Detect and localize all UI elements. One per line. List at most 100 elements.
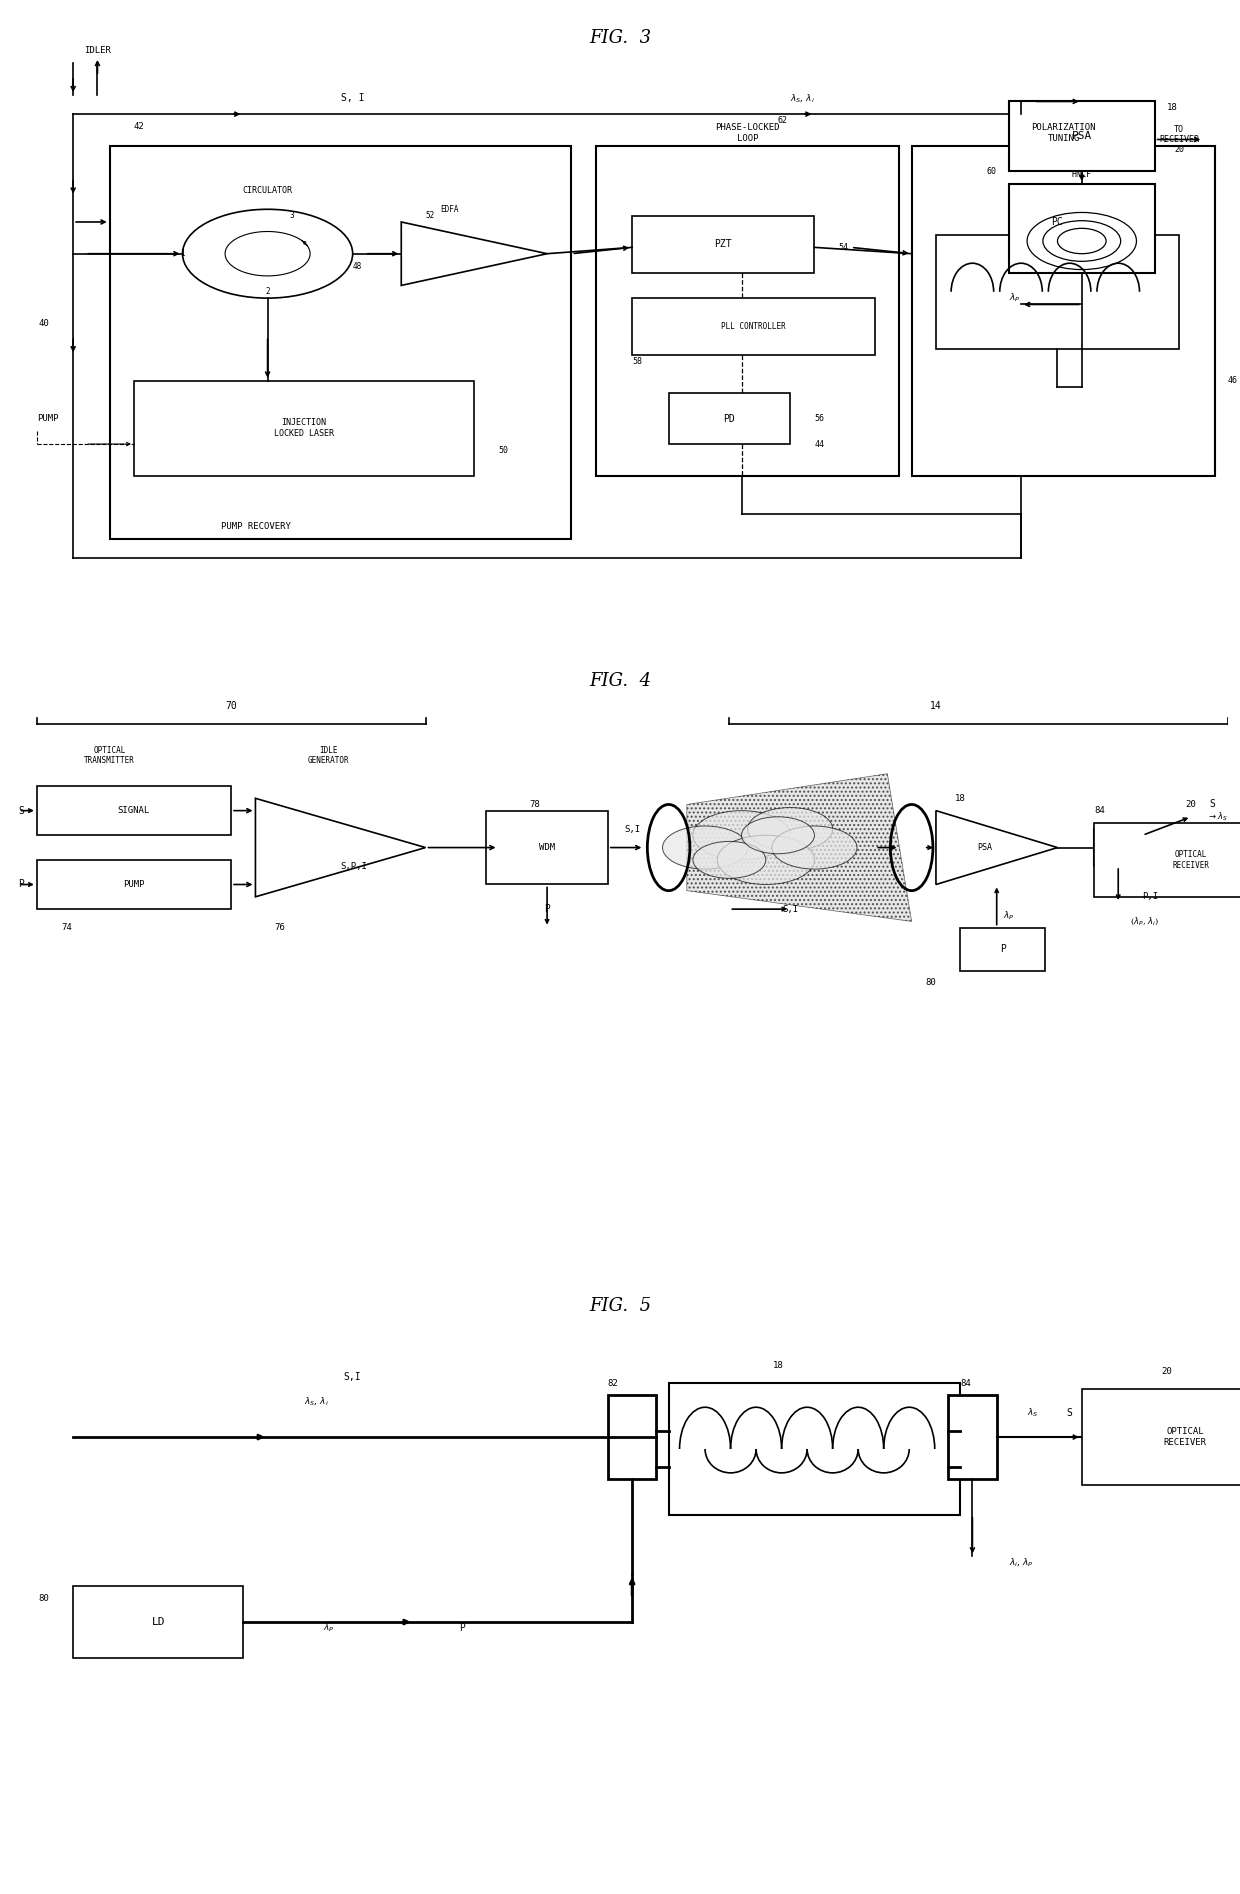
Text: 18: 18: [773, 1362, 784, 1369]
Circle shape: [771, 826, 857, 869]
Text: S,I: S,I: [624, 824, 640, 833]
Text: 40: 40: [38, 318, 48, 328]
Text: INJECTION
LOCKED LASER: INJECTION LOCKED LASER: [274, 419, 334, 438]
Bar: [949, 1396, 997, 1479]
Text: P,I: P,I: [1142, 892, 1158, 902]
Text: 70: 70: [226, 701, 237, 710]
Bar: [37, 786, 231, 835]
Text: 80: 80: [925, 979, 936, 987]
Circle shape: [742, 816, 815, 854]
Text: FIG.  5: FIG. 5: [589, 1297, 651, 1314]
Text: $\lambda_P$: $\lambda_P$: [1003, 909, 1014, 922]
Text: PUMP: PUMP: [123, 881, 145, 888]
Bar: [109, 146, 572, 540]
Text: $\lambda_P$: $\lambda_P$: [1009, 292, 1021, 305]
Text: 42: 42: [134, 123, 145, 131]
Text: 14: 14: [930, 701, 942, 710]
Polygon shape: [687, 773, 911, 920]
Bar: [911, 146, 1215, 475]
Text: POLARIZATION
TUNING: POLARIZATION TUNING: [1032, 123, 1096, 142]
Text: PUMP RECOVERY: PUMP RECOVERY: [221, 523, 290, 530]
Bar: [632, 297, 875, 356]
Text: 18: 18: [1167, 104, 1178, 112]
Text: P: P: [999, 943, 1006, 955]
Text: 76: 76: [274, 922, 285, 932]
Text: 62: 62: [777, 116, 787, 125]
Text: P: P: [19, 879, 25, 890]
Text: 18: 18: [955, 794, 966, 803]
Text: 58: 58: [632, 358, 642, 366]
Text: 82: 82: [608, 1379, 619, 1388]
Text: 84: 84: [1094, 807, 1105, 814]
Text: IDLER: IDLER: [84, 45, 110, 55]
Text: TO
RECEIVER
20: TO RECEIVER 20: [1159, 125, 1199, 155]
Text: 20: 20: [1162, 1367, 1172, 1375]
Text: WDM: WDM: [539, 843, 556, 852]
Bar: [960, 928, 1045, 970]
Bar: [73, 1587, 243, 1657]
Text: 60: 60: [987, 167, 997, 176]
Circle shape: [693, 811, 790, 860]
Text: S,I: S,I: [343, 1373, 362, 1383]
Text: 74: 74: [61, 922, 72, 932]
Text: EDFA: EDFA: [440, 205, 459, 214]
Bar: [632, 216, 815, 273]
Text: PSA: PSA: [977, 843, 992, 852]
Text: $\lambda_S$: $\lambda_S$: [1028, 1407, 1039, 1419]
Bar: [936, 235, 1179, 348]
Bar: [595, 146, 899, 475]
Text: SIGNAL: SIGNAL: [118, 807, 150, 814]
Bar: [608, 1396, 656, 1479]
Text: $\rightarrow\lambda_S$: $\rightarrow\lambda_S$: [1207, 811, 1228, 824]
Bar: [668, 1383, 960, 1515]
Bar: [486, 811, 608, 884]
Text: PUMP: PUMP: [37, 415, 58, 422]
Text: 56: 56: [815, 415, 825, 422]
Text: S: S: [1209, 799, 1215, 809]
Text: 3: 3: [290, 210, 294, 220]
Text: PHASE-LOCKED
LOOP: PHASE-LOCKED LOOP: [715, 123, 780, 142]
Text: 48: 48: [352, 261, 362, 271]
Bar: [1081, 1390, 1240, 1485]
Text: 2: 2: [265, 288, 270, 295]
Text: S,P,I: S,P,I: [341, 862, 367, 871]
Bar: [1094, 822, 1240, 896]
Text: $\lambda_S$, $\lambda_i$: $\lambda_S$, $\lambda_i$: [304, 1396, 329, 1407]
Text: 50: 50: [498, 445, 508, 455]
Text: 54: 54: [838, 242, 848, 252]
Text: 44: 44: [815, 439, 825, 449]
Text: 46: 46: [1228, 377, 1238, 384]
Text: 20: 20: [1185, 799, 1197, 809]
Text: PSA: PSA: [1071, 131, 1092, 142]
Text: PZT: PZT: [714, 239, 732, 250]
Text: FIG.  4: FIG. 4: [589, 672, 651, 691]
Text: CIRCULATOR: CIRCULATOR: [243, 186, 293, 195]
Text: 52: 52: [425, 210, 435, 220]
Bar: [134, 381, 474, 475]
Text: PC: PC: [1052, 218, 1064, 227]
Text: $\lambda_S$, $\lambda_i$: $\lambda_S$, $\lambda_i$: [790, 93, 815, 104]
Text: S,I: S,I: [782, 905, 799, 913]
Text: $\lambda_P$: $\lambda_P$: [322, 1621, 334, 1635]
Text: 84: 84: [960, 1379, 971, 1388]
Bar: [1009, 102, 1154, 170]
Text: PD: PD: [723, 413, 735, 424]
Text: S, I: S, I: [341, 93, 365, 104]
Text: OPTICAL
TRANSMITTER: OPTICAL TRANSMITTER: [84, 746, 135, 765]
Text: FIG.  3: FIG. 3: [589, 28, 651, 47]
Text: S: S: [19, 805, 25, 816]
Bar: [1094, 830, 1142, 866]
Text: IDLE
GENERATOR: IDLE GENERATOR: [308, 746, 350, 765]
Text: HNLF: HNLF: [1071, 170, 1091, 178]
Text: P: P: [544, 903, 551, 915]
Circle shape: [748, 807, 833, 850]
Text: 78: 78: [529, 799, 541, 809]
Text: $\lambda_i$, $\lambda_P$: $\lambda_i$, $\lambda_P$: [1009, 1557, 1033, 1568]
Circle shape: [693, 841, 766, 879]
Text: 1: 1: [180, 250, 185, 258]
Text: OPTICAL
RECEIVER: OPTICAL RECEIVER: [1163, 1428, 1207, 1447]
Text: LD: LD: [151, 1617, 165, 1627]
Bar: [668, 394, 790, 443]
Text: OPTICAL
RECEIVER: OPTICAL RECEIVER: [1173, 850, 1210, 869]
Circle shape: [662, 826, 748, 869]
